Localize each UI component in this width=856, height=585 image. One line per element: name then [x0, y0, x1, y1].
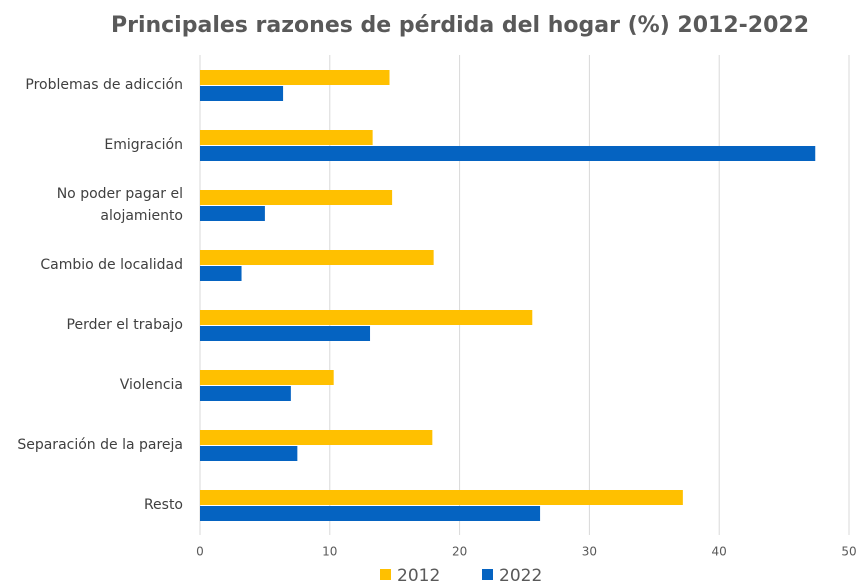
bar: [200, 70, 390, 85]
legend-swatch: [380, 569, 391, 580]
y-tick-label: Perder el trabajo: [66, 317, 183, 333]
y-tick-label: Emigración: [104, 137, 183, 153]
bar: [200, 266, 242, 281]
chart-title: Principales razones de pérdida del hogar…: [111, 13, 809, 38]
bar: [200, 310, 533, 325]
bar: [200, 386, 291, 401]
x-tick-label: 40: [712, 545, 727, 559]
legend-label: 2022: [499, 566, 542, 585]
x-tick-label: 20: [452, 545, 467, 559]
y-tick-label: Problemas de adicción: [25, 77, 183, 93]
bar: [200, 250, 434, 265]
y-tick-label: Cambio de localidad: [40, 257, 183, 273]
bar: [200, 430, 433, 445]
bar: [200, 326, 371, 341]
bar: [200, 206, 265, 221]
bar: [200, 146, 816, 161]
bar: [200, 490, 683, 505]
y-tick-label: No poder pagar el alojamiento: [56, 186, 183, 224]
y-tick-label: Violencia: [119, 377, 183, 393]
x-tick-label: 50: [841, 545, 856, 559]
x-tick-label: 0: [196, 545, 204, 559]
y-tick-label: Separación de la pareja: [17, 437, 183, 453]
x-tick-label: 10: [322, 545, 337, 559]
bar: [200, 190, 393, 205]
bar: [200, 130, 373, 145]
bar: [200, 506, 541, 521]
bar: [200, 446, 298, 461]
x-tick-label: 30: [582, 545, 597, 559]
bar: [200, 86, 284, 101]
legend-label: 2012: [397, 566, 440, 585]
y-tick-label: Resto: [143, 497, 183, 513]
legend-swatch: [482, 569, 493, 580]
bar: [200, 370, 334, 385]
